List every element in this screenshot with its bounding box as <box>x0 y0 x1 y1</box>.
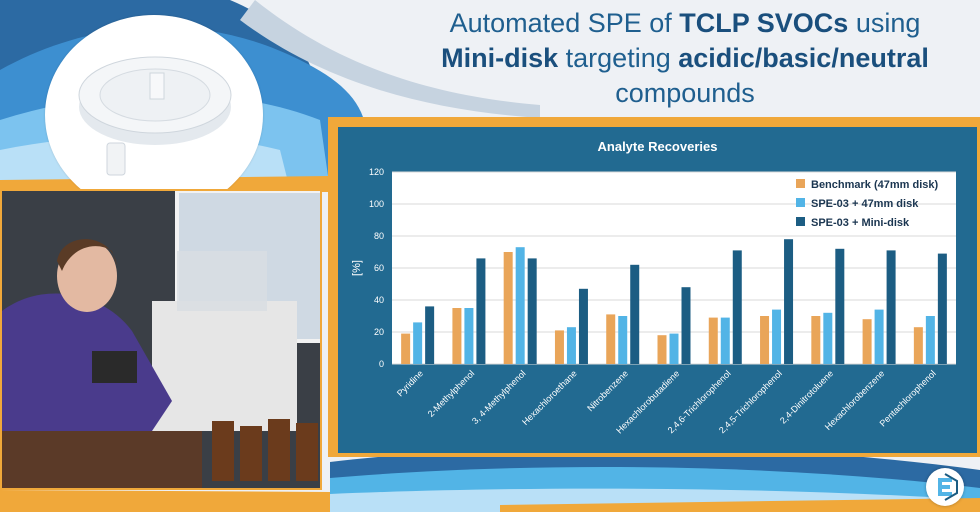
y-tick-label: 120 <box>369 167 384 177</box>
bar-3 <box>527 258 537 364</box>
mini-disk-product-image <box>45 15 263 215</box>
bar-2 <box>874 309 884 364</box>
x-tick-label: 2,4-Dinitrotoluene <box>778 368 835 425</box>
bar-3 <box>937 253 947 364</box>
y-tick-label: 60 <box>374 263 384 273</box>
bar-2 <box>823 312 833 364</box>
x-tick-label: 2-Methylphenol <box>426 368 477 419</box>
bar-3 <box>732 250 742 364</box>
bar-2 <box>515 247 525 364</box>
x-tick-label: Hexachloroethane <box>520 368 579 427</box>
bar-1 <box>811 316 821 364</box>
bar-3 <box>681 287 691 364</box>
legend-label: Benchmark (47mm disk) <box>811 179 938 191</box>
x-tick-label: Pyridine <box>395 368 425 398</box>
y-tick-label: 100 <box>369 199 384 209</box>
bar-1 <box>708 317 718 364</box>
analyte-recovery-chart: 0 20 40 60 80 100 120 [%] Pyridine 2-Methylphenol… <box>351 167 956 436</box>
legend-swatch <box>796 198 805 207</box>
bar-2 <box>413 322 423 364</box>
bar-1 <box>503 252 513 364</box>
legend-swatch <box>796 179 805 188</box>
bar-3 <box>835 248 845 364</box>
company-logo-icon <box>926 468 964 506</box>
y-tick-label: 0 <box>379 359 384 369</box>
y-tick-label: 40 <box>374 295 384 305</box>
bar-3 <box>630 264 640 364</box>
legend-label: SPE-03 + 47mm disk <box>811 198 919 210</box>
bar-1 <box>760 316 770 364</box>
bar-1 <box>606 314 616 364</box>
bar-2 <box>772 309 782 364</box>
x-tick-label: 3, 4-Methylphenol <box>470 368 528 426</box>
bar-3 <box>784 239 794 364</box>
bar-1 <box>452 308 462 364</box>
bar-3 <box>886 250 896 364</box>
page-title: Automated SPE of TCLP SVOCs using Mini-d… <box>441 8 929 108</box>
bar-1 <box>657 335 667 364</box>
bar-1 <box>913 327 923 364</box>
legend-swatch <box>796 217 805 226</box>
x-tick-label: Nitrobenzene <box>585 368 630 413</box>
bar-3 <box>578 288 588 364</box>
bar-1 <box>554 330 564 364</box>
bar-2 <box>464 308 474 364</box>
bar-1 <box>862 319 872 364</box>
bar-2 <box>925 316 935 364</box>
bar-3 <box>425 306 435 364</box>
x-tick-label: Pentachlorophenol <box>878 368 938 428</box>
legend-label: SPE-03 + Mini-disk <box>811 217 910 229</box>
chart-title: Analyte Recoveries <box>597 139 718 154</box>
y-tick-label: 20 <box>374 327 384 337</box>
bar-1 <box>401 333 411 364</box>
bar-2 <box>720 317 730 364</box>
bar-2 <box>566 327 576 364</box>
bar-2 <box>669 333 679 364</box>
y-tick-label: 80 <box>374 231 384 241</box>
lab-photo <box>0 189 322 490</box>
bar-2 <box>618 316 628 364</box>
bar-3 <box>476 258 486 364</box>
y-axis-label: [%] <box>351 260 363 276</box>
